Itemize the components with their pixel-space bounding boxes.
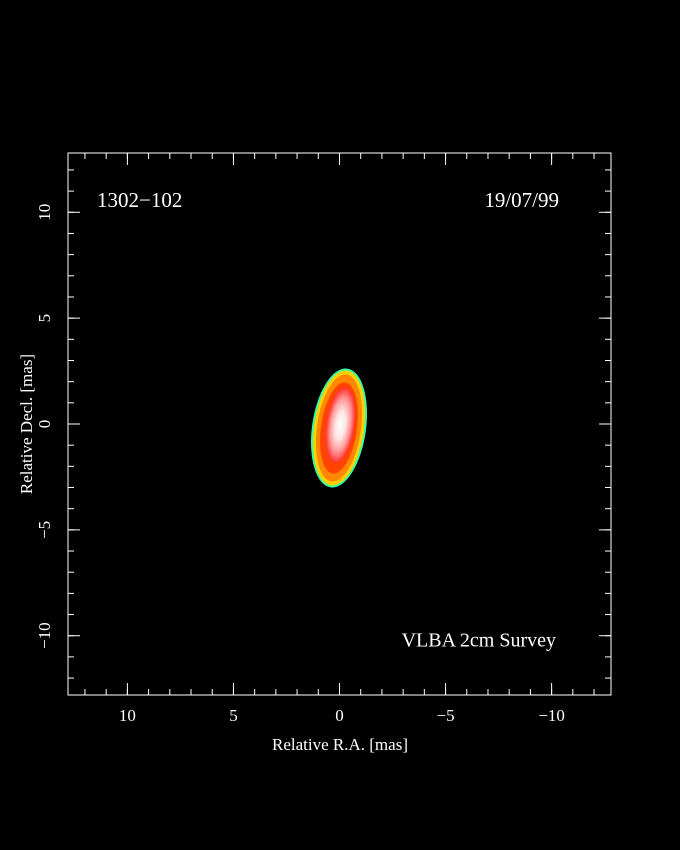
x-tick-label: −10 — [538, 706, 565, 725]
y-tick-label: 0 — [35, 420, 54, 429]
survey-label: VLBA 2cm Survey — [402, 630, 556, 652]
y-tick-label: 10 — [35, 204, 54, 221]
y-tick-label: 5 — [35, 314, 54, 323]
x-tick-label: 5 — [229, 706, 238, 725]
y-tick-label: −10 — [35, 622, 54, 649]
source-image — [310, 368, 368, 488]
y-tick-label: −5 — [35, 521, 54, 539]
x-axis-label: Relative R.A. [mas] — [272, 735, 408, 754]
date: 19/07/99 — [484, 188, 559, 212]
source-name: 1302−102 — [97, 188, 182, 212]
y-axis-label: Relative Decl. [mas] — [17, 354, 36, 494]
x-tick-label: 10 — [119, 706, 136, 725]
x-tick-label: −5 — [437, 706, 455, 725]
x-tick-label: 0 — [335, 706, 344, 725]
